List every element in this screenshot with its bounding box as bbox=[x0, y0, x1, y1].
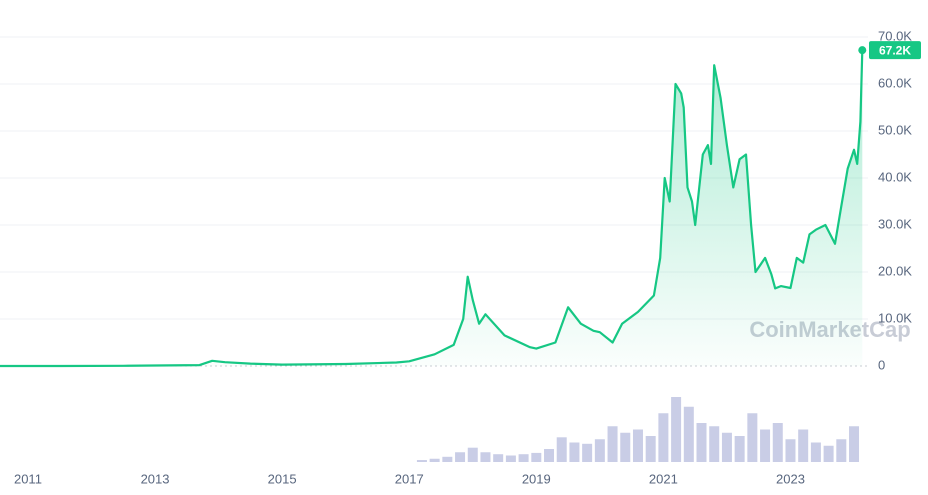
volume-bar bbox=[493, 454, 504, 462]
volume-bar bbox=[582, 443, 593, 462]
volume-bar bbox=[658, 413, 669, 462]
x-tick-label: 2019 bbox=[522, 471, 551, 486]
x-tick-label: 2021 bbox=[649, 471, 678, 486]
volume-bar bbox=[607, 426, 618, 462]
x-tick-label: 2011 bbox=[14, 471, 42, 486]
price-badge bbox=[869, 41, 921, 60]
x-tick-label: 2013 bbox=[141, 471, 170, 486]
volume-bar bbox=[645, 436, 656, 462]
area-fill bbox=[0, 50, 863, 366]
y-tick-label: 40.0K bbox=[878, 169, 912, 184]
x-tick-label: 2023 bbox=[776, 471, 805, 486]
volume-bar bbox=[569, 442, 580, 462]
volume-bar bbox=[480, 452, 491, 462]
x-tick-label: 2015 bbox=[268, 471, 297, 486]
volume-bar bbox=[455, 452, 466, 462]
volume-bar bbox=[429, 458, 440, 462]
volume-bar bbox=[721, 432, 732, 462]
volume-bar bbox=[810, 442, 821, 462]
y-tick-label: 20.0K bbox=[878, 263, 912, 278]
volume-bar bbox=[671, 397, 682, 462]
volume-bar bbox=[442, 456, 453, 462]
volume-bar bbox=[747, 413, 758, 462]
y-tick-label: 30.0K bbox=[878, 216, 912, 231]
volume-bar bbox=[823, 445, 834, 462]
volume-bar bbox=[709, 426, 720, 462]
volume-bar bbox=[734, 436, 745, 462]
y-tick-label: 10.0K bbox=[878, 310, 912, 325]
volume-bar bbox=[544, 449, 555, 462]
volume-bar bbox=[632, 429, 643, 462]
x-tick-label: 2017 bbox=[395, 471, 424, 486]
volume-bar bbox=[505, 455, 516, 462]
volume-bar bbox=[849, 426, 860, 462]
price-badge-label: 67.2K bbox=[879, 43, 911, 57]
volume-bar bbox=[836, 439, 847, 462]
volume-bar bbox=[683, 406, 694, 462]
y-tick-label: 50.0K bbox=[878, 122, 912, 137]
volume-bar bbox=[798, 429, 809, 462]
volume-bar bbox=[531, 452, 542, 462]
y-tick-label: 70.0K bbox=[878, 28, 912, 43]
last-point bbox=[858, 46, 867, 55]
volume-bar bbox=[772, 423, 783, 462]
y-tick-label: 0 bbox=[878, 357, 885, 372]
volume-bar bbox=[760, 429, 771, 462]
volume-bar bbox=[518, 454, 529, 462]
price-line bbox=[0, 50, 864, 368]
volume-bar bbox=[416, 460, 427, 462]
volume-bar bbox=[594, 439, 605, 462]
volume-bar bbox=[785, 439, 796, 462]
volume-bar bbox=[467, 447, 478, 462]
volume-bar bbox=[696, 423, 707, 462]
volume-bar bbox=[556, 437, 567, 462]
volume-bar bbox=[620, 432, 631, 462]
y-tick-label: 60.0K bbox=[878, 75, 912, 90]
